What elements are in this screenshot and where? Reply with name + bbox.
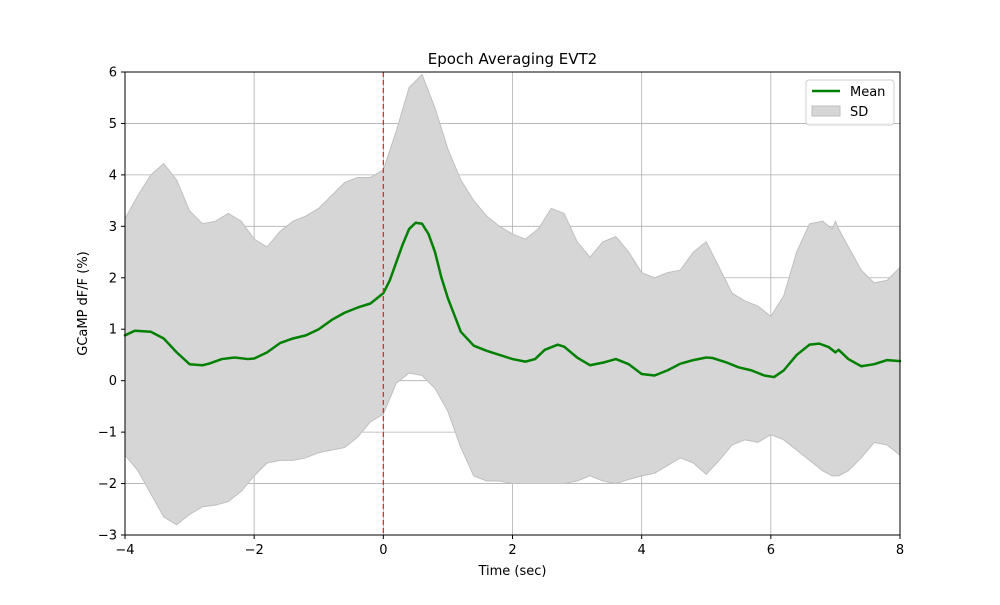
x-tick-label-0: −4 (115, 543, 134, 558)
legend-mean-label: Mean (850, 85, 885, 100)
x-tick-label-2: 0 (379, 543, 387, 558)
y-tick-label-6: 3 (109, 220, 117, 235)
legend-sd-swatch (811, 105, 841, 117)
y-axis-ticks: −3 −2 −1 0 1 2 3 4 5 6 (98, 66, 125, 544)
y-tick-label-9: 6 (109, 66, 117, 81)
y-tick-label-8: 5 (109, 117, 117, 132)
x-tick-label-5: 6 (767, 543, 775, 558)
y-tick-label-4: 1 (109, 323, 117, 338)
chart-title: Epoch Averaging EVT2 (428, 50, 597, 68)
y-tick-label-7: 4 (109, 168, 117, 183)
y-tick-label-1: −2 (98, 477, 117, 492)
y-axis-label: GCaMP dF/F (%) (76, 251, 91, 356)
y-tick-label-2: −1 (98, 426, 117, 441)
legend-sd-label: SD (850, 105, 868, 120)
legend: Mean SD (805, 79, 895, 126)
x-tick-label-6: 8 (896, 543, 904, 558)
x-axis-label: Time (sec) (477, 564, 546, 579)
y-tick-label-5: 2 (109, 271, 117, 286)
x-tick-label-3: 2 (508, 543, 516, 558)
x-axis-ticks: −4 −2 0 2 4 6 8 (115, 535, 904, 558)
y-tick-label-0: −3 (98, 529, 117, 544)
mean-line (123, 221, 902, 379)
mean-line-layer (123, 221, 902, 379)
y-tick-label-3: 0 (109, 374, 117, 389)
x-tick-label-1: −2 (245, 543, 264, 558)
x-tick-label-4: 4 (638, 543, 646, 558)
